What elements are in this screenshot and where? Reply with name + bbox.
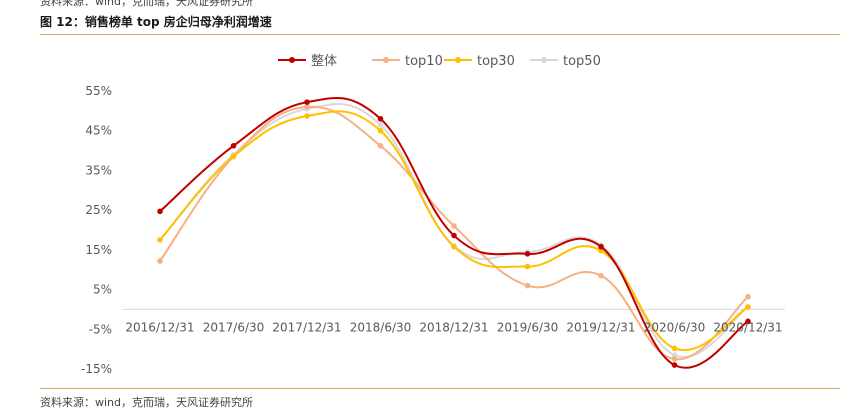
data-point (671, 356, 678, 362)
data-point (598, 243, 604, 250)
y-tick-label: -15% (81, 362, 112, 376)
y-tick-label: 35% (85, 163, 112, 177)
data-point (598, 247, 604, 254)
x-tick-label: 2020/12/31 (713, 320, 782, 334)
data-point (230, 143, 237, 149)
data-point (671, 345, 678, 352)
data-point (230, 153, 237, 160)
series-line (159, 110, 749, 352)
data-point (745, 304, 751, 310)
data-point (745, 318, 751, 325)
source-note: 资料来源：wind，克而瑞，天风证券研究所 (40, 396, 254, 409)
series-layer (157, 96, 751, 369)
data-point (671, 352, 678, 358)
x-tick-label: 2020/6/30 (644, 320, 706, 334)
legend-label: 整体 (311, 54, 337, 69)
source-divider (40, 388, 840, 389)
x-axis: 2016/12/31 2017/6/30 2017/12/31 2018/6/30 20… (125, 320, 782, 334)
data-point (377, 127, 384, 134)
data-point (157, 237, 163, 243)
y-tick-label: 45% (85, 124, 112, 138)
data-point (598, 272, 604, 279)
legend-item-整体: 整体 (278, 54, 337, 69)
data-point (451, 232, 457, 239)
data-point (451, 223, 457, 229)
data-point (524, 263, 531, 270)
data-point (745, 293, 751, 300)
legend-item-top10: top10 (372, 54, 443, 69)
data-point (157, 208, 163, 215)
data-point (377, 116, 384, 122)
data-point (524, 251, 531, 257)
y-tick-label: -5% (89, 322, 112, 336)
x-tick-label: 2017/12/31 (272, 320, 341, 334)
y-tick-label: 25% (85, 203, 112, 217)
legend-item-top30: top30 (444, 54, 515, 69)
y-tick-label: 55% (85, 84, 112, 98)
data-point (304, 113, 310, 119)
data-point (304, 99, 310, 105)
title-divider (40, 34, 840, 35)
x-tick-label: 2016/12/31 (125, 320, 194, 334)
y-tick-label: 5% (93, 283, 112, 297)
data-point (304, 104, 310, 110)
data-point (157, 258, 163, 264)
x-tick-label: 2019/6/30 (497, 320, 559, 334)
legend-label: top50 (563, 54, 601, 69)
data-point (524, 282, 531, 289)
x-tick-label: 2019/12/31 (566, 320, 635, 334)
data-point (671, 362, 678, 368)
data-point (377, 121, 384, 128)
series-top10 (157, 104, 751, 362)
figure-title: 图 12：销售榜单 top 房企归母净利润增速 (40, 15, 272, 29)
x-tick-label: 2017/6/30 (203, 320, 265, 334)
x-tick-label: 2018/6/30 (350, 320, 412, 334)
data-point (377, 143, 384, 149)
top-note: 资料来源：wind，克而瑞，天风证券研究所 (40, 0, 254, 8)
chart-legend: 整体 top10 top30 top50 (278, 54, 601, 69)
legend-item-top50: top50 (530, 54, 601, 69)
y-tick-label: 15% (85, 243, 112, 257)
x-tick-label: 2018/12/31 (419, 320, 488, 334)
legend-label: top10 (405, 54, 443, 69)
series-整体 (157, 96, 751, 369)
series-top30 (157, 110, 751, 352)
y-axis: 55% 45% 35% 25% 15% 5% -5% -15% (81, 84, 112, 376)
legend-label: top30 (477, 54, 515, 69)
data-point (451, 243, 457, 250)
